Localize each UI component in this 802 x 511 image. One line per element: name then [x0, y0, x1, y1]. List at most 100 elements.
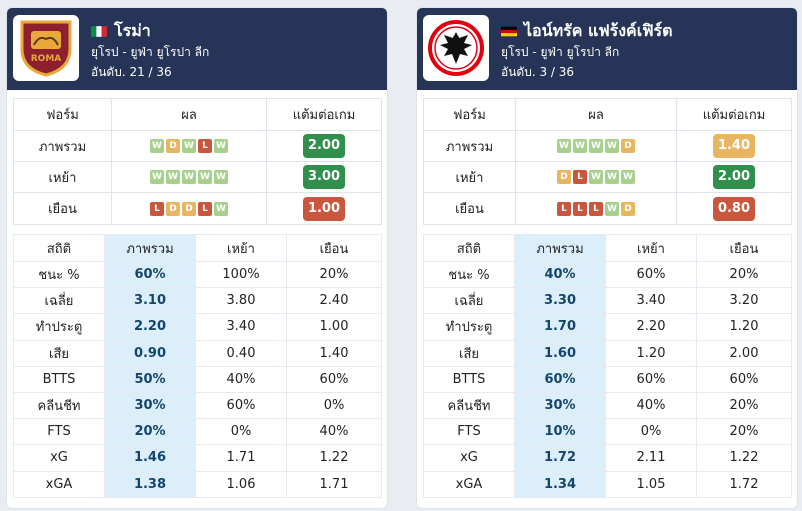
- stats-cell-home: 2.20: [605, 313, 697, 341]
- stats-row: คลีนชีท 30% 40% 20%: [423, 391, 792, 420]
- stats-cell-label: เสีย: [423, 339, 515, 367]
- stats-cell-home: 2.11: [605, 444, 697, 472]
- stats-cell-away: 1.72: [696, 470, 792, 498]
- form-row-label: ภาพรวม: [423, 130, 516, 162]
- stats-row: เฉลี่ย 3.30 3.40 3.20: [423, 287, 792, 315]
- stats-table: สถิติ ภาพรวม เหย้า เยือน ชนะ % 60% 100% 20%…: [13, 234, 382, 498]
- stats-cell-overall: 30%: [104, 391, 196, 420]
- form-result-chip: W: [214, 139, 228, 153]
- stats-row: ทำประตู 1.70 2.20 1.20: [423, 313, 792, 341]
- form-header-form: ฟอร์ม: [13, 98, 112, 131]
- stats-cell-home: 100%: [195, 260, 287, 289]
- form-result-chip: L: [573, 201, 587, 216]
- germany-flag-icon: [501, 26, 517, 37]
- stats-cell-overall: 1.46: [104, 444, 196, 472]
- stats-cell-away: 20%: [696, 391, 792, 420]
- form-header-ppg: แต้มต่อเกม: [676, 98, 792, 131]
- stats-cell-home: 1.20: [605, 339, 697, 367]
- stats-cell-label: ทำประตู: [13, 313, 105, 341]
- stats-cell-home: 3.40: [195, 313, 287, 341]
- stats-row: FTS 10% 0% 20%: [423, 418, 792, 446]
- stats-cell-label: เฉลี่ย: [13, 287, 105, 315]
- stats-cell-label: FTS: [13, 418, 105, 446]
- form-result-chip: L: [557, 201, 571, 216]
- stats-cell-away: 1.00: [286, 313, 382, 341]
- ppg-badge: 2.00: [303, 134, 345, 158]
- stats-header-away: เยือน: [696, 234, 792, 262]
- stats-cell-away: 20%: [696, 260, 792, 289]
- stats-header-home: เหย้า: [605, 234, 697, 262]
- stats-cell-overall: 1.34: [514, 470, 606, 498]
- stats-cell-home: 40%: [195, 365, 287, 393]
- form-result-chip: W: [166, 170, 180, 184]
- stats-cell-label: คลีนชีท: [423, 391, 515, 420]
- stats-cell-label: BTTS: [423, 365, 515, 393]
- stats-cell-away: 2.00: [696, 339, 792, 367]
- team-name[interactable]: ไอน์ทรัค แฟร้งค์เฟิร์ต: [501, 19, 673, 44]
- ppg-badge: 1.00: [303, 196, 345, 221]
- stats-header-overall: ภาพรวม: [514, 234, 606, 262]
- stats-cell-label: xG: [423, 444, 515, 472]
- stats-cell-home: 1.71: [195, 444, 287, 472]
- stats-cell-home: 1.06: [195, 470, 287, 498]
- stats-cell-home: 0%: [605, 418, 697, 446]
- stats-cell-away: 40%: [286, 418, 382, 446]
- stats-row: xG 1.72 2.11 1.22: [423, 444, 792, 472]
- form-result-chip: W: [182, 139, 196, 153]
- stats-cell-overall: 1.38: [104, 470, 196, 498]
- stats-cell-label: xG: [13, 444, 105, 472]
- stats-cell-overall: 60%: [514, 365, 606, 393]
- form-result-chip: W: [589, 139, 603, 153]
- stats-row: xGA 1.34 1.05 1.72: [423, 470, 792, 498]
- stats-cell-overall: 60%: [104, 260, 196, 289]
- form-result-chip: D: [166, 139, 180, 153]
- form-result-chip: W: [182, 170, 196, 184]
- form-result-chip: L: [589, 201, 603, 216]
- stats-cell-overall: 1.60: [514, 339, 606, 367]
- stats-cell-label: เสีย: [13, 339, 105, 367]
- league-label[interactable]: ยุโรป - ยูฟ่า ยูโรปา ลีก: [501, 45, 620, 59]
- stats-cell-overall: 50%: [104, 365, 196, 393]
- stats-cell-label: เฉลี่ย: [423, 287, 515, 315]
- stats-cell-overall: 40%: [514, 260, 606, 289]
- form-result-chip: D: [621, 201, 635, 216]
- form-result-chip: L: [198, 201, 212, 216]
- stats-cell-overall: 3.30: [514, 287, 606, 315]
- stats-cell-away: 60%: [696, 365, 792, 393]
- stats-cell-away: 60%: [286, 365, 382, 393]
- team-header: ไอน์ทรัค แฟร้งค์เฟิร์ต ยุโรป - ยูฟ่า ยูโ…: [417, 8, 797, 90]
- stats-row: xG 1.46 1.71 1.22: [13, 444, 382, 472]
- stats-header-stat: สถิติ: [13, 234, 105, 262]
- stats-row: xGA 1.38 1.06 1.71: [13, 470, 382, 498]
- form-header-ppg: แต้มต่อเกม: [266, 98, 382, 131]
- stats-cell-home: 40%: [605, 391, 697, 420]
- stats-table: สถิติ ภาพรวม เหย้า เยือน ชนะ % 40% 60% 20% เ…: [423, 234, 792, 498]
- stats-cell-label: FTS: [423, 418, 515, 446]
- stats-cell-away: 1.40: [286, 339, 382, 367]
- ppg-badge: 0.80: [713, 196, 755, 221]
- team-logo[interactable]: ROMA: [13, 15, 79, 81]
- stats-cell-label: BTTS: [13, 365, 105, 393]
- league-label[interactable]: ยุโรป - ยูฟ่า ยูโรปา ลีก: [91, 45, 210, 59]
- form-row-label: เยือน: [423, 192, 516, 225]
- stats-body: ชนะ % 40% 60% 20% เฉลี่ย 3.30 3.40 3.20 ทำประตู 1…: [423, 260, 792, 498]
- stats-cell-away: 0%: [286, 391, 382, 420]
- stats-row: BTTS 50% 40% 60%: [13, 365, 382, 393]
- team-logo[interactable]: [423, 15, 489, 81]
- logo-text: ROMA: [31, 54, 62, 64]
- team-name[interactable]: โรม่า: [91, 19, 151, 44]
- form-result-chip: D: [557, 170, 571, 184]
- stats-header-stat: สถิติ: [423, 234, 515, 262]
